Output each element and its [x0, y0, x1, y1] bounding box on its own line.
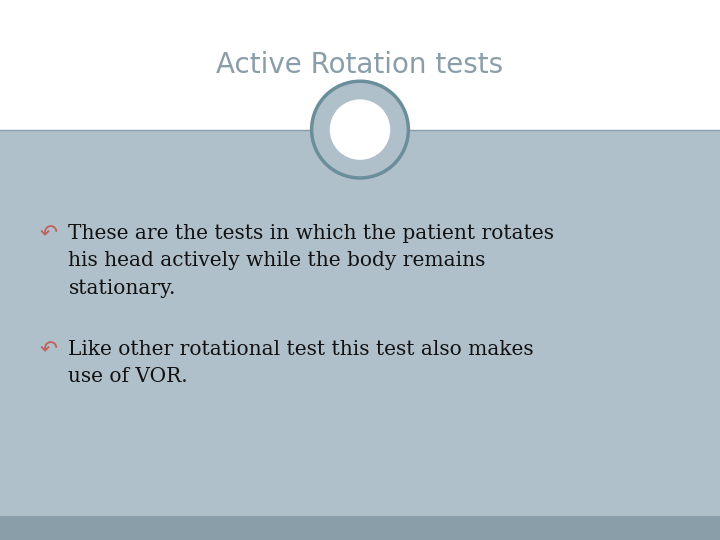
Ellipse shape [312, 81, 408, 178]
Text: ↶: ↶ [40, 340, 58, 360]
Ellipse shape [330, 99, 390, 160]
Bar [0, 0, 720, 130]
Text: These are the tests in which the patient rotates
his head actively while the bod: These are the tests in which the patient… [68, 224, 554, 298]
Bar [0, 516, 720, 540]
Ellipse shape [312, 81, 408, 178]
Text: Active Rotation tests: Active Rotation tests [217, 51, 503, 79]
Text: ↶: ↶ [40, 224, 58, 244]
Text: Like other rotational test this test also makes
use of VOR.: Like other rotational test this test als… [68, 340, 534, 387]
